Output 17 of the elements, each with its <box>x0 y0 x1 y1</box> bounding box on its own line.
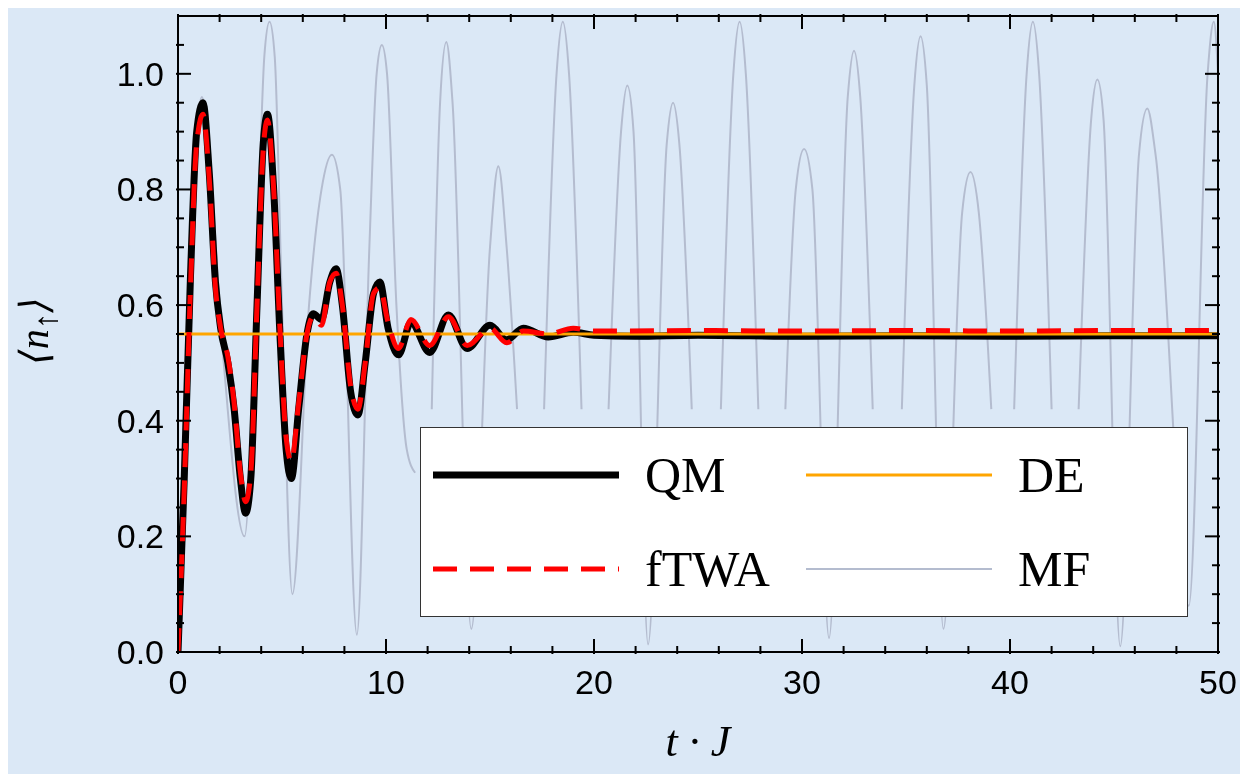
x-axis-title: t · J <box>665 717 733 766</box>
x-tick-label: 0 <box>168 663 188 701</box>
x-tick-label: 30 <box>783 663 821 701</box>
y-tick-label: 0.6 <box>116 286 164 325</box>
legend-label: MF <box>1018 540 1091 598</box>
y-tick-label: 0.2 <box>116 517 164 556</box>
y-tick-label: 1.0 <box>116 54 164 93</box>
x-tick-label: 10 <box>367 663 405 701</box>
legend-label: DE <box>1018 446 1085 504</box>
x-tick-label: 40 <box>991 663 1029 701</box>
legend-label: fTWA <box>645 540 770 598</box>
legend-label: QM <box>645 446 726 504</box>
x-tick-label: 20 <box>575 663 613 701</box>
y-tick-label: 0.8 <box>116 170 164 209</box>
y-tick-label: 0.0 <box>116 633 164 671</box>
x-tick-label: 50 <box>1199 663 1237 701</box>
y-tick-label: 0.4 <box>116 401 164 440</box>
